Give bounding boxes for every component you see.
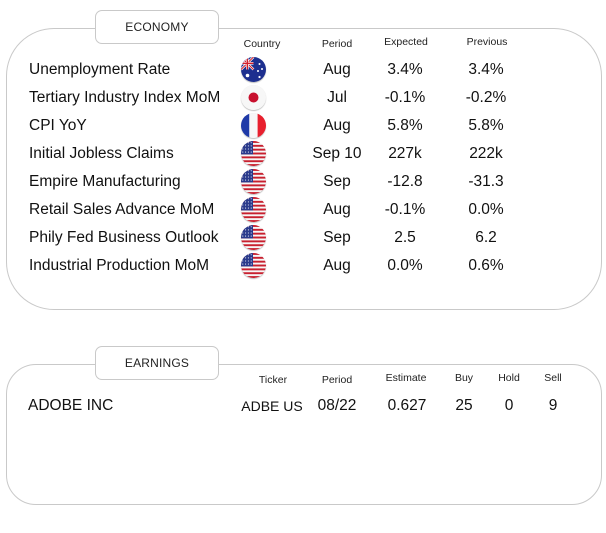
- earnings-sell: 9: [548, 397, 558, 414]
- indicator-name: Retail Sales Advance MoM: [29, 201, 215, 218]
- indicator-expected: 2.5: [394, 229, 416, 246]
- france-flag-icon: [241, 113, 266, 138]
- indicator-previous: 0.6%: [468, 257, 504, 274]
- indicator-period: Aug: [323, 257, 351, 274]
- header-hold: Hold: [498, 372, 520, 384]
- indicator-period: Sep: [323, 229, 351, 246]
- indicator-name: Unemployment Rate: [29, 61, 171, 78]
- indicator-expected: 227k: [388, 145, 422, 162]
- header-previous: Previous: [466, 36, 508, 48]
- indicator-expected: 5.8%: [387, 117, 423, 134]
- indicator-expected: -0.1%: [384, 89, 426, 106]
- indicator-name: Tertiary Industry Index MoM: [29, 89, 221, 106]
- header-estimate: Estimate: [385, 372, 427, 384]
- indicator-expected: -0.1%: [384, 201, 426, 218]
- header-sell: Sell: [544, 372, 562, 384]
- indicator-name: CPI YoY: [29, 117, 87, 134]
- indicator-expected: 0.0%: [387, 257, 423, 274]
- header-expected: Expected: [384, 36, 428, 48]
- indicator-expected: 3.4%: [387, 61, 423, 78]
- australia-flag-icon: [241, 57, 266, 82]
- japan-flag-icon: [241, 85, 266, 110]
- indicator-period: Sep 10: [312, 145, 362, 162]
- economy-panel: [6, 28, 602, 310]
- indicator-previous: 222k: [469, 145, 503, 162]
- earnings-estimate: 0.627: [387, 397, 427, 414]
- earnings-period: 08/22: [317, 397, 357, 414]
- header-buy: Buy: [454, 372, 474, 384]
- usa-flag-icon: [241, 253, 266, 278]
- header-period: Period: [321, 38, 353, 50]
- indicator-period: Aug: [323, 117, 351, 134]
- earnings-buy: 25: [455, 397, 473, 414]
- earnings-hold: 0: [504, 397, 514, 414]
- economy-tab[interactable]: ECONOMY: [95, 10, 219, 44]
- header-country: Country: [243, 38, 281, 50]
- usa-flag-icon: [241, 197, 266, 222]
- indicator-previous: -0.2%: [465, 89, 507, 106]
- indicator-previous: 6.2: [475, 229, 497, 246]
- usa-flag-icon: [241, 225, 266, 250]
- usa-flag-icon: [241, 169, 266, 194]
- indicator-previous: 5.8%: [468, 117, 504, 134]
- header-earnings-period: Period: [321, 374, 353, 386]
- indicator-period: Sep: [323, 173, 351, 190]
- indicator-name: Initial Jobless Claims: [29, 145, 174, 162]
- indicator-period: Aug: [323, 201, 351, 218]
- indicator-period: Aug: [323, 61, 351, 78]
- indicator-name: Phily Fed Business Outlook: [29, 229, 219, 246]
- indicator-previous: 0.0%: [468, 201, 504, 218]
- indicator-previous: -31.3: [468, 173, 504, 190]
- indicator-previous: 3.4%: [468, 61, 504, 78]
- indicator-period: Jul: [327, 89, 347, 106]
- indicator-expected: -12.8: [387, 173, 423, 190]
- indicator-name: Industrial Production MoM: [29, 257, 210, 274]
- earnings-company: ADOBE INC: [28, 397, 114, 414]
- usa-flag-icon: [241, 141, 266, 166]
- indicator-name: Empire Manufacturing: [29, 173, 181, 190]
- earnings-panel: [6, 364, 602, 505]
- earnings-tab[interactable]: EARNINGS: [95, 346, 219, 380]
- earnings-ticker: ADBE US: [241, 398, 303, 414]
- header-ticker: Ticker: [258, 374, 288, 386]
